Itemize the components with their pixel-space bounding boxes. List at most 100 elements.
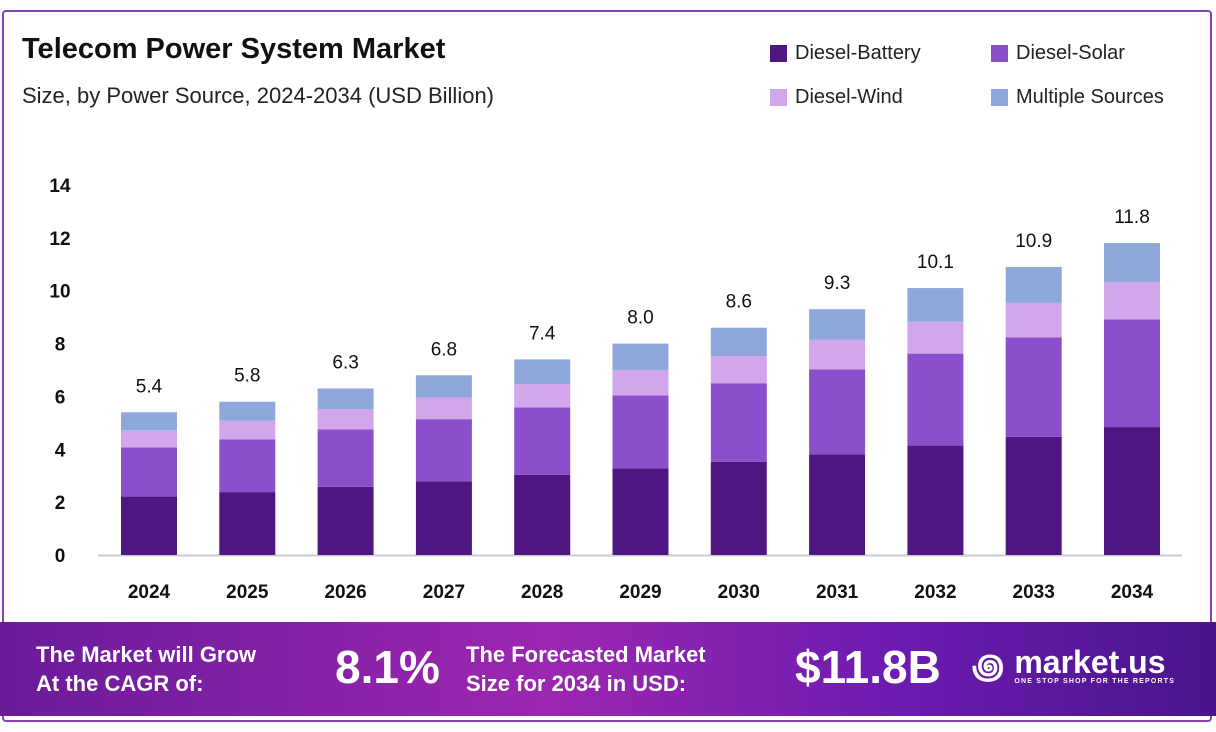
bar-segment-multiple-sources	[809, 309, 866, 340]
bar-segment-diesel-solar	[710, 383, 767, 462]
bar-segment-diesel-battery	[1005, 436, 1062, 555]
legend-swatch	[770, 89, 787, 106]
bar-segment-diesel-solar	[514, 407, 571, 475]
bar-segment-multiple-sources	[710, 327, 767, 356]
bar-segment-diesel-solar	[907, 353, 964, 446]
bar-segment-diesel-battery	[121, 496, 177, 555]
bar-segment-diesel-solar	[612, 395, 669, 469]
cagr-label: The Market will Grow At the CAGR of:	[36, 640, 256, 698]
bar-segment-diesel-battery	[1104, 427, 1160, 555]
legend-item-diesel-battery: Diesel-Battery	[770, 42, 921, 65]
bar-segment-multiple-sources	[121, 412, 177, 431]
forecast-label: The Forecasted Market Size for 2034 in US…	[466, 640, 706, 698]
bar-segment-diesel-wind	[219, 420, 276, 440]
bar-segment-diesel-battery	[710, 461, 767, 555]
bar-segment-diesel-battery	[612, 468, 669, 555]
bar-segment-diesel-battery	[907, 445, 964, 555]
x-tick-label: 2033	[1013, 582, 1055, 603]
forecast-label-line-1: The Forecasted Market	[466, 642, 706, 667]
bar-segment-diesel-wind	[514, 384, 571, 408]
bar-segment-multiple-sources	[415, 375, 472, 398]
chart-frame	[2, 10, 1212, 722]
bar-segment-diesel-wind	[612, 370, 669, 396]
bar-segment-diesel-battery	[219, 492, 276, 555]
legend-label: Diesel-Battery	[795, 42, 921, 64]
legend-label: Multiple Sources	[1016, 86, 1164, 108]
bar-segment-multiple-sources	[907, 288, 964, 322]
x-tick-label: 2030	[718, 582, 760, 603]
x-tick-label: 2028	[521, 582, 563, 603]
chart-title: Telecom Power System Market	[22, 33, 446, 65]
bar-chart: 0 2 4 6 8 10 12 14 5.4 2024 5.8 2025 6.3 2026 6.8 2027 7…	[49, 176, 1182, 603]
bar-segment-diesel-wind	[907, 321, 964, 354]
bar-segment-diesel-battery	[809, 454, 866, 555]
total-label: 7.4	[529, 323, 556, 344]
y-tick-label: 2	[55, 493, 66, 514]
bar-segment-diesel-solar	[415, 419, 472, 482]
bar-segment-multiple-sources	[612, 343, 669, 370]
bar-segment-diesel-wind	[1104, 281, 1160, 320]
cagr-label-line-2: At the CAGR of:	[36, 671, 204, 696]
bar-segment-multiple-sources	[317, 388, 374, 410]
bar-segment-diesel-wind	[121, 430, 177, 448]
legend-item-diesel-solar: Diesel-Solar	[991, 42, 1125, 65]
x-tick-label: 2024	[128, 582, 171, 603]
total-label: 5.8	[234, 366, 260, 387]
bar-segment-diesel-solar	[317, 429, 374, 487]
bar-segment-multiple-sources	[514, 359, 571, 385]
y-tick-label: 14	[49, 176, 71, 197]
x-tick-label: 2026	[324, 582, 366, 603]
bar-segment-diesel-solar	[809, 369, 866, 455]
bar-segment-diesel-wind	[1005, 302, 1062, 338]
y-tick-label: 10	[49, 282, 70, 303]
bar-segment-diesel-battery	[415, 481, 472, 555]
total-label: 10.9	[1015, 231, 1052, 252]
total-label: 9.3	[824, 273, 850, 294]
legend-item-multiple-sources: Multiple Sources	[991, 86, 1164, 109]
forecast-label-line-2: Size for 2034 in USD:	[466, 671, 687, 696]
total-label: 10.1	[917, 252, 954, 273]
bar-segment-diesel-wind	[710, 355, 767, 384]
total-label: 11.8	[1114, 207, 1150, 228]
footer-banner: The Market will Grow At the CAGR of: 8.1%…	[0, 622, 1216, 716]
logo-icon: ꩜	[972, 648, 1005, 686]
y-tick-label: 12	[49, 229, 70, 250]
bar-segment-diesel-solar	[1104, 319, 1160, 428]
cagr-value: 8.1%	[335, 641, 440, 693]
legend-label: Diesel-Wind	[795, 86, 903, 108]
bar-segment-diesel-wind	[809, 339, 866, 370]
total-label: 8.0	[627, 308, 653, 329]
total-label: 8.6	[726, 292, 752, 313]
y-tick-label: 6	[55, 387, 66, 408]
logo-tagline: ONE STOP SHOP FOR THE REPORTS	[1014, 677, 1176, 685]
total-label: 6.3	[332, 353, 358, 374]
total-label: 5.4	[136, 376, 163, 397]
x-tick-label: 2034	[1111, 582, 1154, 603]
legend-swatch	[991, 45, 1008, 62]
bar-segment-diesel-solar	[121, 447, 177, 497]
x-tick-label: 2025	[226, 582, 269, 603]
bar-segment-diesel-wind	[415, 397, 472, 420]
legend-item-diesel-wind: Diesel-Wind	[770, 86, 903, 109]
bar-segment-diesel-wind	[317, 409, 374, 430]
y-tick-label: 4	[55, 440, 66, 461]
market-us-logo: ꩜ market.us ONE STOP SHOP FOR THE REPORTS	[972, 640, 1175, 690]
x-tick-label: 2029	[619, 582, 661, 603]
logo-name: market.us	[1014, 643, 1166, 680]
bar-segment-multiple-sources	[219, 401, 276, 421]
bar-segment-diesel-solar	[1005, 337, 1062, 437]
total-label: 6.8	[431, 339, 457, 360]
cagr-label-line-1: The Market will Grow	[36, 642, 257, 667]
legend-label: Diesel-Solar	[1016, 42, 1125, 64]
chart-subtitle: Size, by Power Source, 2024-2034 (USD Bi…	[22, 83, 495, 108]
y-tick-label: 0	[55, 546, 66, 567]
legend-swatch	[770, 45, 787, 62]
forecast-value: $11.8B	[795, 641, 941, 693]
bar-segment-multiple-sources	[1104, 243, 1160, 282]
x-tick-label: 2032	[914, 582, 956, 603]
bar-segment-diesel-solar	[219, 439, 276, 493]
legend-swatch	[991, 89, 1008, 106]
bar-segment-diesel-battery	[514, 474, 571, 555]
bar-segment-multiple-sources	[1005, 266, 1062, 303]
x-tick-label: 2027	[423, 582, 465, 603]
